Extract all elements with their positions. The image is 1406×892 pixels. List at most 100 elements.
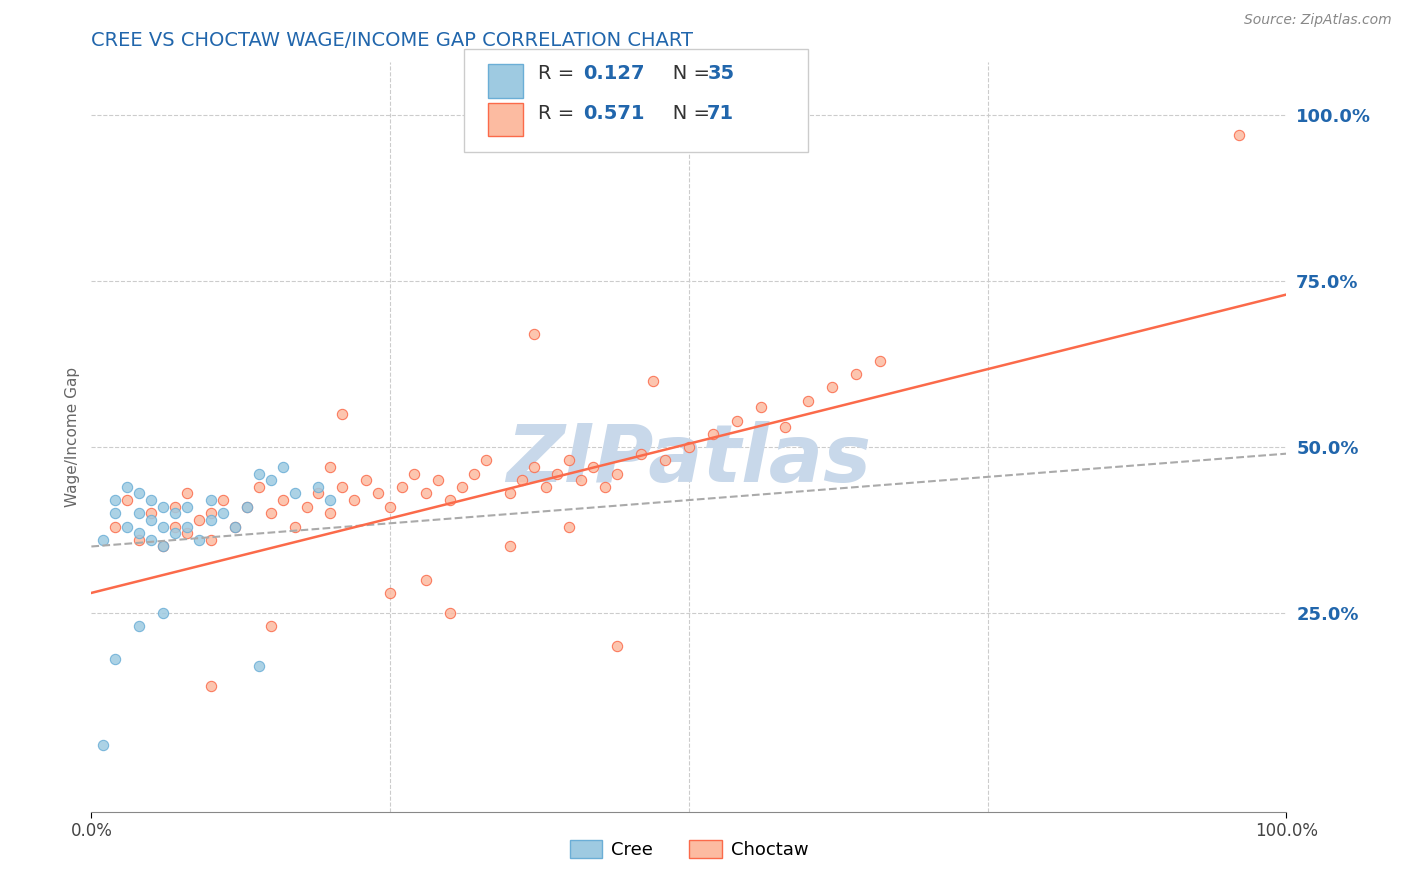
Point	[104, 519, 127, 533]
Point	[152, 519, 174, 533]
Point	[354, 473, 377, 487]
Point	[104, 493, 127, 508]
Text: 71: 71	[707, 104, 734, 123]
Point	[128, 486, 150, 500]
Point	[115, 519, 138, 533]
Text: R =: R =	[538, 104, 581, 123]
Point	[510, 473, 533, 487]
Point	[284, 519, 307, 533]
Text: CREE VS CHOCTAW WAGE/INCOME GAP CORRELATION CHART: CREE VS CHOCTAW WAGE/INCOME GAP CORRELAT…	[91, 30, 693, 50]
Point	[141, 506, 162, 520]
Text: N =: N =	[654, 104, 716, 123]
Point	[498, 540, 520, 554]
Point	[128, 619, 150, 633]
Point	[284, 486, 307, 500]
Point	[187, 533, 211, 547]
Point	[463, 467, 485, 481]
Point	[749, 401, 772, 415]
Text: ZIPatlas: ZIPatlas	[506, 420, 872, 499]
Point	[307, 480, 329, 494]
Point	[547, 467, 569, 481]
Point	[773, 420, 796, 434]
Point	[593, 480, 616, 494]
Point	[259, 506, 281, 520]
Point	[319, 459, 342, 474]
Point	[93, 533, 114, 547]
Text: 0.127: 0.127	[583, 64, 645, 83]
Point	[319, 506, 342, 520]
Point	[343, 493, 366, 508]
Point	[641, 374, 664, 388]
Point	[141, 493, 162, 508]
Point	[534, 480, 557, 494]
Point	[498, 486, 520, 500]
Point	[115, 493, 138, 508]
Point	[176, 486, 198, 500]
Point	[176, 519, 198, 533]
Point	[606, 467, 628, 481]
Point	[845, 367, 868, 381]
Point	[163, 500, 186, 514]
Point	[200, 513, 222, 527]
Text: 35: 35	[707, 64, 734, 83]
Point	[271, 459, 294, 474]
Point	[439, 606, 461, 620]
Point	[415, 573, 437, 587]
Point	[141, 513, 162, 527]
Point	[404, 467, 426, 481]
Point	[797, 393, 820, 408]
Point	[152, 500, 174, 514]
Point	[247, 480, 270, 494]
Point	[378, 586, 402, 600]
Point	[224, 519, 246, 533]
Point	[152, 606, 174, 620]
Point	[104, 506, 127, 520]
Point	[176, 526, 198, 541]
Point	[319, 493, 342, 508]
Text: Source: ZipAtlas.com: Source: ZipAtlas.com	[1244, 13, 1392, 28]
Point	[678, 440, 700, 454]
Point	[259, 619, 281, 633]
Point	[725, 413, 748, 427]
Point	[224, 519, 246, 533]
Point	[163, 519, 186, 533]
Point	[211, 506, 233, 520]
Point	[654, 453, 676, 467]
Point	[115, 480, 138, 494]
Point	[295, 500, 318, 514]
Point	[307, 486, 329, 500]
Point	[332, 407, 354, 421]
Point	[415, 486, 437, 500]
Point	[367, 486, 389, 500]
Point	[176, 500, 198, 514]
Point	[163, 506, 186, 520]
Point	[128, 506, 150, 520]
Point	[450, 480, 472, 494]
Text: N =: N =	[654, 64, 716, 83]
Point	[558, 519, 581, 533]
Point	[582, 459, 605, 474]
Point	[235, 500, 259, 514]
Point	[200, 533, 222, 547]
Point	[439, 493, 461, 508]
Point	[163, 526, 186, 541]
Point	[200, 679, 222, 693]
Text: 0.571: 0.571	[583, 104, 645, 123]
Point	[271, 493, 294, 508]
Point	[869, 354, 891, 368]
Y-axis label: Wage/Income Gap: Wage/Income Gap	[65, 367, 80, 508]
Text: R =: R =	[538, 64, 581, 83]
Point	[702, 426, 724, 441]
Point	[152, 540, 174, 554]
Point	[523, 327, 546, 342]
Point	[821, 380, 844, 394]
Point	[523, 459, 546, 474]
Point	[247, 467, 270, 481]
Point	[141, 533, 162, 547]
Point	[200, 493, 222, 508]
Point	[128, 533, 150, 547]
Point	[93, 739, 114, 753]
Point	[152, 540, 174, 554]
Point	[571, 473, 593, 487]
Point	[332, 480, 354, 494]
